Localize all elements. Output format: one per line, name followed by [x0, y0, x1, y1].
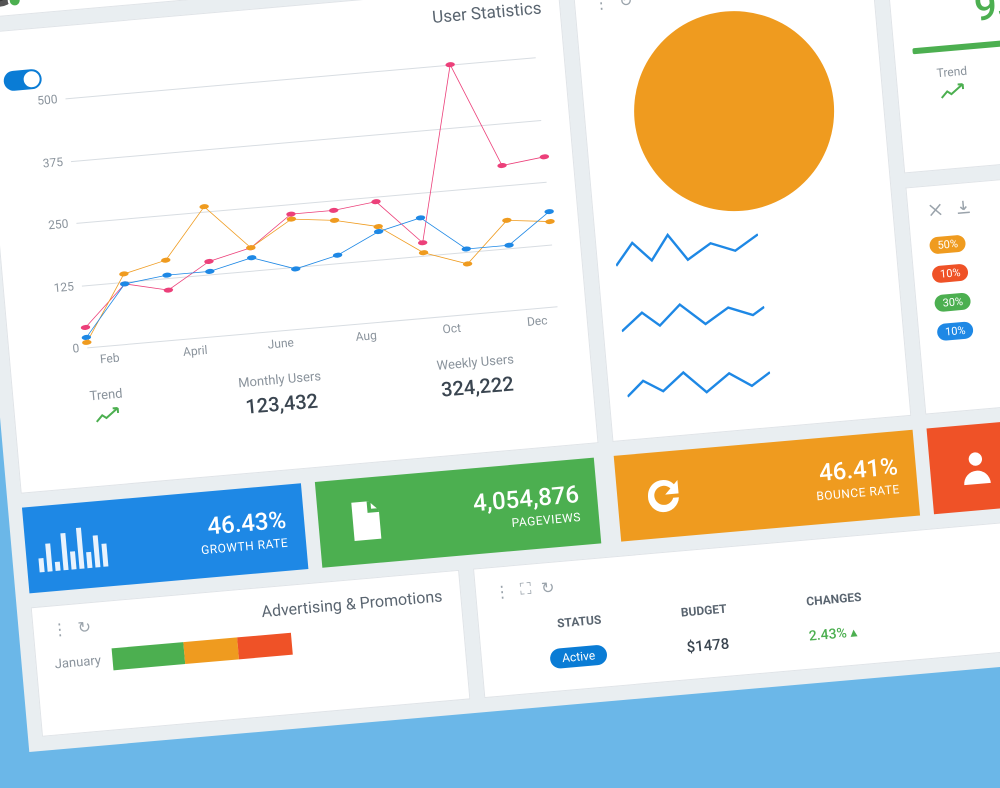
change-value: 2.43% ▴	[808, 624, 858, 644]
ad-row-label: January	[54, 653, 101, 672]
sparkline-3	[625, 353, 773, 413]
refresh-button[interactable]: ↻	[618, 0, 633, 11]
visitors-card-partial: ⋮ ↻ Vis	[572, 0, 911, 442]
sparkline-2	[619, 285, 767, 345]
monthly-users-stat: Monthly Users 123,432	[238, 369, 324, 419]
trend-stat: Trend	[936, 64, 970, 105]
card-menu-button[interactable]: ⋮	[592, 0, 610, 13]
sparkline-1	[613, 218, 761, 278]
percent-pill: 50%	[929, 234, 967, 254]
browser-stats-card: Browser Stats 50%Google Chrome10%Mozila …	[905, 161, 1000, 414]
refresh-button[interactable]: ↻	[77, 617, 92, 637]
column-status: STATUS	[556, 613, 601, 631]
card-menu-button[interactable]: ⋮	[51, 619, 69, 639]
pageviews-tile[interactable]: 4,054,876 PAGEVIEWS	[315, 458, 601, 568]
weekly-users-stat: Weekly Users 324,222	[436, 352, 517, 402]
user-stats-toggle[interactable]	[3, 68, 43, 91]
bounce-rate-tile[interactable]: 46.41% BOUNCE RATE	[614, 430, 920, 542]
person-icon	[946, 445, 1000, 490]
trend-up-icon	[91, 405, 126, 428]
percent-pill: 30%	[934, 292, 972, 312]
budget-value: $1478	[686, 635, 730, 657]
card-title: Advertising & Promotions	[261, 586, 443, 621]
percent-pill: 10%	[931, 263, 969, 283]
card-menu-button[interactable]: ⋮	[493, 581, 511, 601]
column-changes: CHANGES	[806, 590, 862, 609]
trend-up-icon	[938, 82, 970, 105]
visitors-donut	[626, 3, 843, 220]
download-button[interactable]	[954, 197, 974, 217]
close-icon	[926, 200, 946, 220]
user-stats-chart: 0125250375500 FebAprilJuneAugOctDec	[6, 56, 570, 382]
redo-icon	[633, 469, 693, 520]
close-button[interactable]	[926, 200, 946, 220]
ad-bars	[112, 633, 293, 671]
column-budget: BUDGET	[680, 602, 727, 620]
bars-icon	[42, 521, 102, 572]
percent-pill: 10%	[936, 321, 974, 341]
download-icon	[954, 197, 974, 217]
file-icon	[335, 496, 395, 547]
user-statistics-card: User Statistics 0125250375500 FebAprilJu…	[0, 0, 599, 494]
refresh-button[interactable]: ↻	[540, 577, 555, 597]
growth-rate-tile[interactable]: 46.43% GROWTH RATE	[22, 483, 308, 593]
trend-stat: Trend	[89, 387, 126, 433]
fullscreen-button[interactable]: ⛶	[519, 579, 532, 600]
customer-satisfaction-card: CUSTOMER SATISFACTION 93.13% Trend Chang…	[885, 0, 1000, 174]
satisfaction-value: 93.13%	[907, 0, 1000, 36]
avatar[interactable]	[0, 0, 20, 8]
card-title: User Statistics	[1, 0, 543, 66]
status-pill: Active	[549, 644, 608, 669]
extra-tile-partial[interactable]	[927, 402, 1000, 514]
